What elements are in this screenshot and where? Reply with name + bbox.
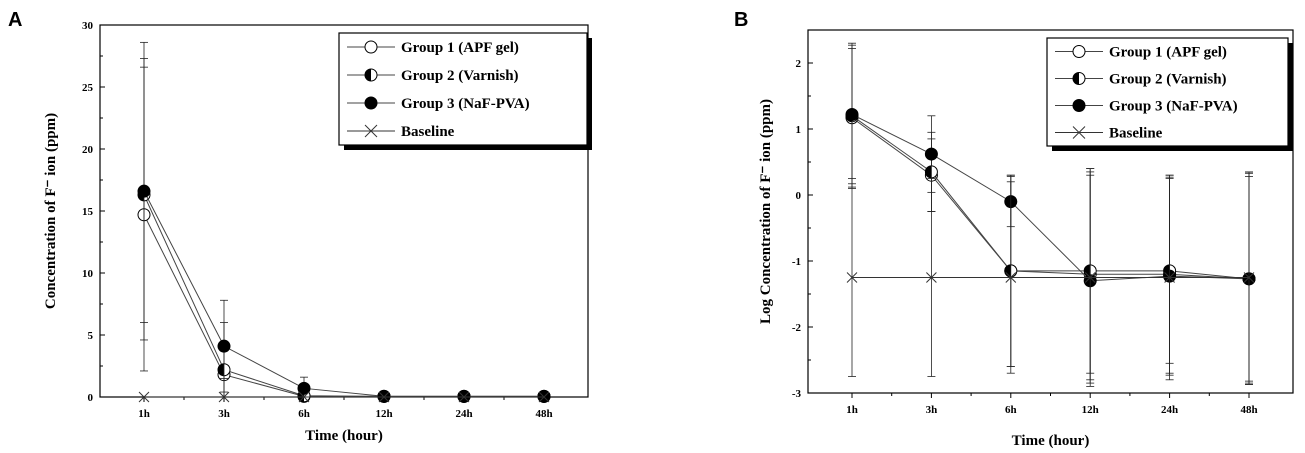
chart-b: -3 -2 -1 0 1 2 1h 3h 6h 12h 24h 48h Time (hour) Log C… <box>758 29 1294 449</box>
chart-b-legend-label-0: Group 1 (APF gel) <box>1109 45 1227 61</box>
chart-a-ytick-label-3: 15 <box>82 206 94 218</box>
chart-b-x-axis-title: Time (hour) <box>1012 433 1090 449</box>
chart-b-series-3-point-4 <box>1164 272 1175 283</box>
chart-b-xtick-label-1: 3h <box>926 404 938 416</box>
chart-a-series-3-point-4-stroke-2 <box>458 391 470 403</box>
chart-a-series-1-point-1-fill <box>218 363 224 376</box>
chart-b-xtick-label-0: 1h <box>846 404 858 416</box>
chart-b-legend-marker-2 <box>1072 99 1086 112</box>
chart-a-series-3-point-0-stroke-2 <box>138 391 150 403</box>
chart-b-ytick-label-0: -3 <box>792 388 802 400</box>
chart-b-series-0-line <box>851 117 1250 280</box>
chart-a-series-3-point-5 <box>538 391 550 403</box>
chart-a-series-3-point-1 <box>218 391 230 403</box>
chart-b-ytick-label-4: 1 <box>796 124 802 136</box>
chart-a-series-0-line <box>143 214 544 397</box>
chart-a-ytick-label-0: 0 <box>88 392 94 404</box>
chart-b-xtick-label-3: 12h <box>1082 404 1099 416</box>
chart-b-legend-label-3: Baseline <box>1109 126 1163 142</box>
chart-b-series-3-point-3-stroke-2 <box>1084 272 1096 283</box>
chart-a-legend-marker-0 <box>364 40 378 54</box>
chart-b-ytick-label-5: 2 <box>796 58 802 70</box>
chart-a-legend-marker-1 <box>364 68 378 82</box>
chart-a-legend-label-1: Group 2 (Varnish) <box>401 68 519 84</box>
chart-a: 0 5 10 15 20 25 30 1h 3h 6h 12h 24h 48h Time (hour) Co… <box>43 20 592 444</box>
chart-b-series-1-point-2-fill <box>1004 264 1011 277</box>
chart-b-series-3-point-2-stroke-2 <box>1005 272 1017 283</box>
chart-a-xtick-label-3: 12h <box>375 408 392 420</box>
chart-b-series-3-point-5-stroke-2 <box>1243 272 1255 283</box>
chart-b-xtick-label-5: 48h <box>1240 404 1257 416</box>
panel-a-label: A <box>8 9 22 31</box>
chart-a-legend-marker-2 <box>364 96 378 110</box>
chart-a-series-1-line <box>143 194 544 397</box>
chart-a-legend-marker-1-fill <box>365 69 371 81</box>
chart-b-series-3-point-3 <box>1084 272 1096 283</box>
chart-b-series-2-point-0 <box>845 107 859 121</box>
chart-a-series-2-point-2 <box>297 381 311 395</box>
chart-a-x-axis-title: Time (hour) <box>305 428 383 444</box>
chart-a-legend: Group 1 (APF gel) Group 2 (Varnish) Group … <box>338 32 592 150</box>
chart-a-legend-marker-3-stroke-2 <box>364 124 378 138</box>
chart-a-series-3-point-1-stroke-2 <box>218 391 230 403</box>
chart-b-series-3-point-0 <box>846 272 858 283</box>
chart-a-series-3 <box>138 377 550 403</box>
chart-b-xtick-label-2: 6h <box>1005 404 1017 416</box>
chart-b-legend-marker-3-stroke-2 <box>1072 126 1086 139</box>
chart-b-series-3-point-1-stroke-2 <box>926 272 937 283</box>
chart-b-series-3-point-0-stroke-2 <box>846 272 858 283</box>
chart-b-series-1-point-3-fill <box>1084 264 1091 277</box>
chart-a-ytick-label-4: 20 <box>82 144 94 156</box>
chart-a-series-3-point-0 <box>138 391 150 403</box>
chart-b-series-3-point-4-stroke-2 <box>1164 272 1175 283</box>
chart-b-legend-label-2: Group 3 (NaF-PVA) <box>1109 99 1238 115</box>
chart-a-xtick-label-0: 1h <box>138 408 150 420</box>
chart-b-legend: Group 1 (APF gel) Group 2 (Varnish) Group … <box>1046 37 1293 151</box>
chart-a-legend-marker-3 <box>364 124 378 138</box>
chart-b-series-1-point-1-fill <box>925 165 932 178</box>
chart-b-series-3-point-1 <box>926 272 937 283</box>
chart-a-legend-label-0: Group 1 (APF gel) <box>401 40 519 56</box>
chart-a-ytick-label-1: 5 <box>88 330 94 342</box>
chart-a-xtick-label-4: 24h <box>455 408 472 420</box>
chart-a-ytick-label-5: 25 <box>82 82 94 94</box>
chart-b-ytick-label-1: -2 <box>792 322 802 334</box>
chart-b-series-3-point-2 <box>1005 272 1017 283</box>
panel-b-label: B <box>734 9 748 31</box>
chart-a-xtick-label-5: 48h <box>535 408 552 420</box>
chart-b-legend-label-1: Group 2 (Varnish) <box>1109 72 1227 88</box>
chart-b-ytick-label-2: -1 <box>792 256 801 268</box>
chart-a-legend-box <box>338 32 588 146</box>
chart-a-series-3-point-3 <box>378 391 390 403</box>
chart-b-xtick-label-4: 24h <box>1161 404 1178 416</box>
chart-a-series-3-point-2 <box>298 391 310 403</box>
chart-a-series-2-point-1 <box>217 339 231 353</box>
chart-a-y-axis-title: Concentration of F⁻ ion (ppm) <box>43 113 59 309</box>
chart-a-series-3-point-2-stroke-2 <box>298 391 310 403</box>
chart-b-series-2-line <box>851 114 1250 282</box>
chart-a-xtick-label-1: 3h <box>218 408 230 420</box>
chart-a-ytick-label-6: 30 <box>82 20 94 32</box>
chart-b-series-3-point-5 <box>1243 272 1255 283</box>
chart-a-series-2-line <box>143 190 544 397</box>
chart-b-legend-marker-1 <box>1072 72 1086 85</box>
chart-b-legend-box <box>1046 37 1289 147</box>
chart-b-legend-marker-3 <box>1072 126 1086 139</box>
chart-b-series-2-point-1 <box>924 147 938 161</box>
chart-a-legend-label-3: Baseline <box>401 124 455 140</box>
chart-a-series-2-point-0 <box>137 184 151 198</box>
chart-a-legend-label-2: Group 3 (NaF-PVA) <box>401 96 530 112</box>
chart-a-ytick-label-2: 10 <box>82 268 94 280</box>
chart-b-series-3 <box>846 171 1255 384</box>
chart-b-y-axis-title: Log Concentration of F⁻ ion (ppm) <box>758 99 774 324</box>
chart-a-xtick-label-2: 6h <box>298 408 310 420</box>
chart-b-ytick-label-3: 0 <box>796 190 802 202</box>
chart-b-legend-marker-1-fill <box>1073 72 1079 85</box>
chart-a-series-3-point-5-stroke-2 <box>538 391 550 403</box>
chart-a-series-3-point-3-stroke-2 <box>378 391 390 403</box>
chart-b-series-1-line <box>851 115 1250 280</box>
chart-b-legend-marker-0 <box>1072 45 1086 58</box>
chart-a-series-3-point-4 <box>458 391 470 403</box>
